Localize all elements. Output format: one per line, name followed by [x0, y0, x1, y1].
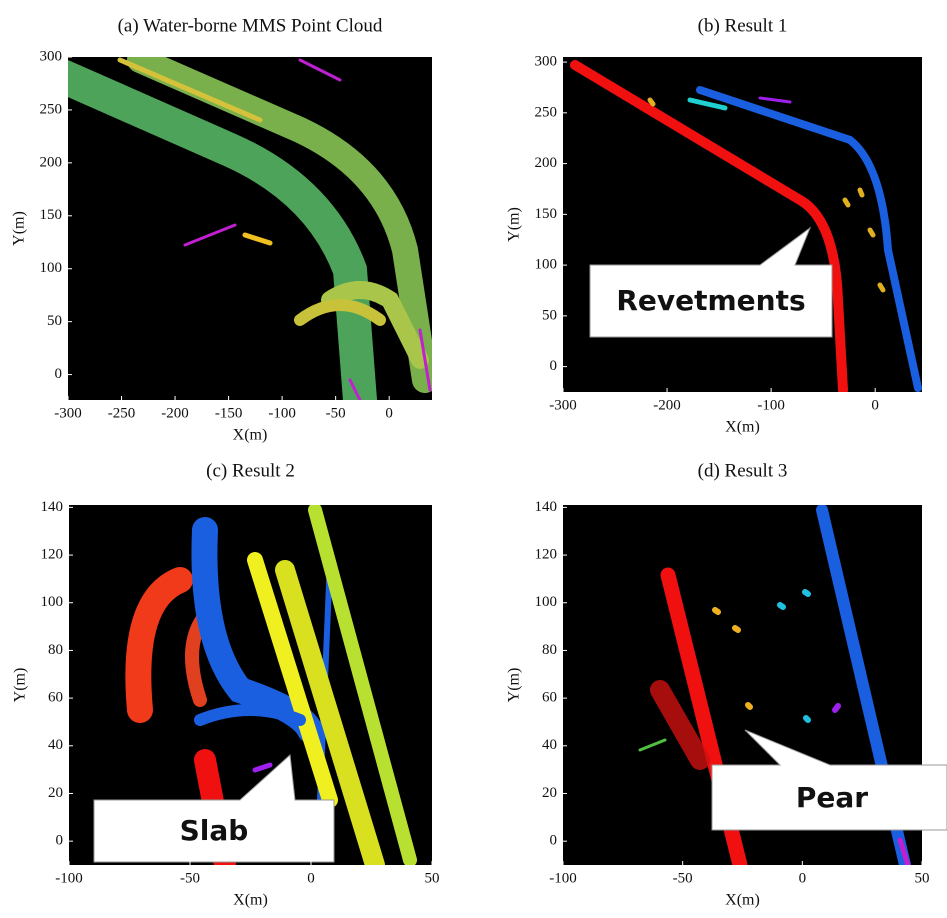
y-axis-label: Y(m)	[506, 207, 523, 242]
y-tick-label: 100	[535, 257, 558, 273]
annotation: Slab	[180, 814, 249, 847]
y-tick-label: 50	[47, 313, 62, 329]
x-tick-label: -50	[326, 405, 346, 421]
x-tick-label: 0	[385, 405, 393, 421]
x-tick-label: -50	[180, 870, 200, 886]
figure: Revetments Slab Pear (a) Water-borne MMS…	[0, 0, 947, 918]
annotation: Revetments	[616, 284, 805, 317]
y-tick-label: 20	[48, 785, 63, 801]
x-axis-label: X(m)	[233, 427, 268, 444]
x-tick-label: -100	[757, 397, 785, 413]
x-axis-label: X(m)	[725, 419, 760, 436]
chart-title: (c) Result 2	[206, 460, 295, 481]
y-tick-label: 60	[542, 690, 557, 706]
y-tick-label: 250	[40, 101, 63, 117]
y-axis-label: Y(m)	[11, 211, 28, 246]
y-tick-label: 140	[41, 499, 64, 515]
y-tick-label: 100	[41, 594, 64, 610]
x-tick-label: -100	[55, 870, 83, 886]
y-tick-label: 150	[40, 207, 63, 223]
x-tick-label: -100	[268, 405, 296, 421]
chart-title: (d) Result 3	[698, 460, 788, 481]
y-tick-label: 300	[535, 54, 558, 70]
y-tick-label: 40	[48, 737, 63, 753]
x-axis-label: X(m)	[725, 892, 760, 909]
y-tick-label: 50	[542, 307, 557, 323]
x-tick-label: -100	[549, 870, 577, 886]
x-tick-label: 50	[915, 870, 930, 886]
y-tick-label: 120	[41, 547, 64, 563]
y-tick-label: 0	[55, 366, 63, 382]
y-axis-label: Y(m)	[12, 668, 29, 703]
y-tick-label: 40	[542, 737, 557, 753]
x-tick-label: 0	[799, 870, 807, 886]
x-tick-label: -300	[549, 397, 577, 413]
y-axis-label: Y(m)	[506, 668, 523, 703]
y-tick-label: 60	[48, 690, 63, 706]
x-tick-label: -250	[108, 405, 136, 421]
y-tick-label: 100	[535, 594, 558, 610]
chart-title: (b) Result 1	[698, 15, 788, 36]
y-tick-label: 200	[535, 155, 558, 171]
y-tick-label: 200	[40, 154, 63, 170]
y-tick-label: 120	[535, 547, 558, 563]
x-tick-label: 0	[871, 397, 879, 413]
y-tick-label: 20	[542, 785, 557, 801]
x-tick-label: -200	[161, 405, 189, 421]
y-tick-label: 140	[535, 499, 558, 515]
y-tick-label: 100	[40, 260, 63, 276]
x-tick-label: -200	[653, 397, 681, 413]
x-tick-label: -50	[673, 870, 693, 886]
chart-title: (a) Water-borne MMS Point Cloud	[118, 15, 383, 36]
x-tick-label: 50	[425, 870, 440, 886]
y-tick-label: 0	[56, 833, 64, 849]
y-tick-label: 80	[542, 642, 557, 658]
annotation: Pear	[796, 781, 868, 814]
y-tick-label: 300	[40, 48, 63, 64]
x-tick-label: -300	[54, 405, 82, 421]
y-tick-label: 250	[535, 104, 558, 120]
x-tick-label: 0	[307, 870, 315, 886]
x-tick-label: -150	[215, 405, 243, 421]
x-axis-label: X(m)	[233, 892, 268, 909]
y-tick-label: 0	[550, 833, 558, 849]
y-tick-label: 0	[550, 358, 558, 374]
y-tick-label: 80	[48, 642, 63, 658]
y-tick-label: 150	[535, 206, 558, 222]
